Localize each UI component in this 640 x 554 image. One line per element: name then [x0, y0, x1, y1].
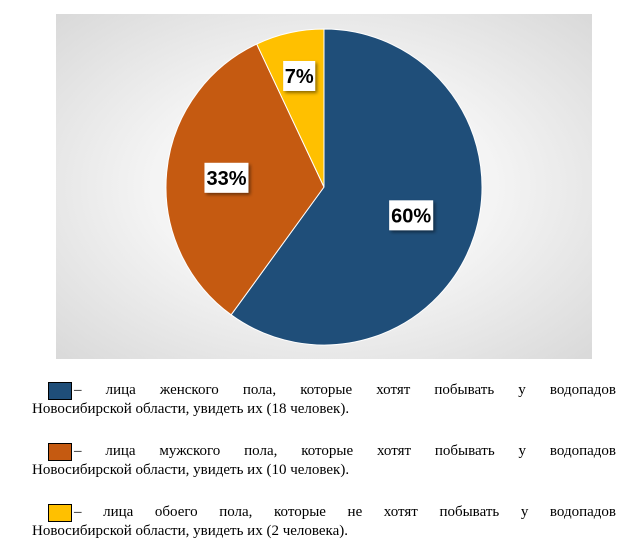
data-label: 33%	[206, 168, 246, 190]
legend-text-line2: Новосибирской области, увидеть их (18 че…	[32, 401, 350, 417]
legend-text-line1: – лица мужского пола, которые хотят побы…	[74, 443, 616, 459]
legend-text-line1: – лица женского пола, которые хотят побы…	[74, 382, 616, 398]
data-label: 60%	[391, 205, 431, 227]
legend-item-both: – лица обоего пола, которые не хотят поб…	[32, 503, 616, 541]
legend-swatch-male	[48, 442, 72, 461]
legend-text-line1: – лица обоего пола, которые не хотят поб…	[74, 504, 616, 520]
data-label-box	[204, 162, 249, 193]
data-label-box	[283, 60, 316, 91]
data-label: 7%	[285, 66, 314, 88]
legend-swatch-both	[48, 503, 72, 522]
legend-text-line2: Новосибирской области, увидеть их (2 чел…	[32, 523, 349, 539]
legend-swatch-female	[48, 381, 72, 400]
legend-item-female: – лица женского пола, которые хотят побы…	[32, 381, 616, 419]
pie-slice	[230, 28, 483, 346]
legend-item-male: – лица мужского пола, которые хотят побы…	[32, 442, 616, 480]
legend-text-line2: Новосибирской области, увидеть их (10 че…	[32, 462, 350, 478]
pie-chart: 60% 33% 7%	[165, 28, 483, 346]
chart-area: 60% 33% 7%	[56, 14, 592, 359]
data-label-box	[389, 200, 434, 231]
